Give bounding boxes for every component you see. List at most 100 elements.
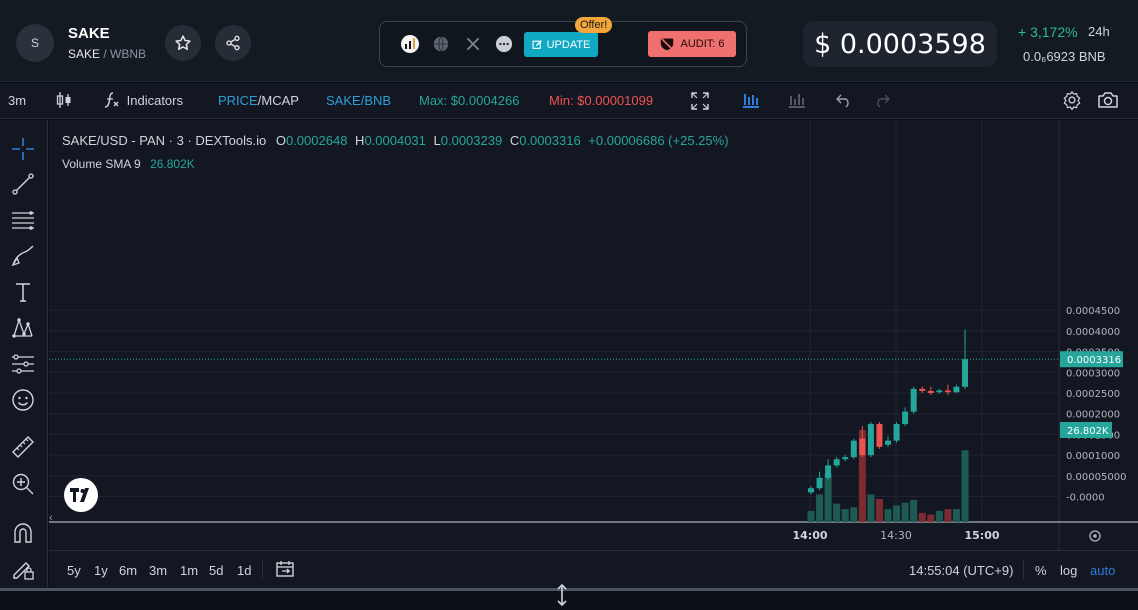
share-icon (226, 35, 240, 51)
x-twitter-icon[interactable] (463, 34, 483, 54)
y-tick-label: 0.00005000 (1066, 472, 1126, 483)
volume-bar (961, 450, 969, 522)
mcap-label: MCAP (261, 93, 299, 108)
range-5d[interactable]: 5d (209, 563, 224, 578)
lock-drawings-icon[interactable] (10, 556, 36, 582)
clock-time[interactable]: 14:55:04 (UTC+9) (909, 563, 1014, 578)
token-name: SAKE (68, 25, 110, 42)
crosshair-icon[interactable] (10, 136, 36, 162)
candle-body (876, 424, 883, 447)
candle-body (808, 488, 814, 493)
candle-body (842, 457, 849, 460)
more-icon[interactable] (494, 34, 514, 54)
offer-badge: Offer! (575, 17, 613, 33)
candle-body (816, 477, 823, 489)
candle-body (944, 390, 951, 393)
go-to-date-icon[interactable] (275, 559, 295, 582)
range-1y[interactable]: 1y (94, 563, 108, 578)
scroll-left-icon[interactable]: ‹ (49, 512, 53, 524)
volume-bar (850, 507, 858, 522)
globe-icon[interactable] (431, 34, 451, 54)
camera-icon[interactable] (1097, 91, 1119, 112)
ruler-icon[interactable] (10, 434, 36, 460)
legend-change: +0.00006686 (+25.25%) (588, 133, 729, 148)
y-tick-label: 0.0004500 (1066, 306, 1120, 317)
auto-toggle[interactable]: auto (1090, 563, 1116, 578)
candlestick-chart[interactable]: 0.00045000.00040000.00035000.00030000.00… (49, 120, 1138, 550)
indicators-button[interactable]: Indicators (103, 91, 183, 109)
close-label: C (509, 133, 520, 148)
candle-body (833, 459, 840, 466)
range-1m[interactable]: 1m (180, 563, 199, 578)
chart-toolbar: 3m Indicators PRICE/MCAP SAKE/BNB Max: $… (0, 83, 1138, 119)
y-tick-label: 0.0002000 (1066, 410, 1120, 421)
resize-handle[interactable] (0, 584, 1138, 610)
price-mcap-toggle[interactable]: PRICE/MCAP (218, 93, 299, 108)
tradingview-logo[interactable] (64, 478, 98, 512)
magnet-icon[interactable] (10, 520, 36, 546)
chart-pane[interactable]: SAKE/USD - PAN · 3 · DEXTools.io O0.0002… (49, 120, 1138, 550)
range-5y[interactable]: 5y (67, 563, 81, 578)
axis-settings-icon[interactable] (1089, 530, 1101, 542)
volume-bar (935, 510, 943, 522)
token-header: S SAKE SAKE / WBNB UPDATE Offer! AUDIT: … (0, 0, 1138, 82)
percent-toggle[interactable]: % (1035, 563, 1047, 578)
favorite-button[interactable] (165, 25, 201, 61)
update-label: UPDATE (546, 38, 591, 51)
volume-bar (901, 502, 909, 522)
settings-gear-icon[interactable] (1062, 90, 1082, 113)
candle-body (936, 390, 943, 393)
fullscreen-icon[interactable] (691, 92, 709, 113)
chart-bars-alt-icon[interactable] (788, 92, 806, 111)
chart-bars-icon[interactable] (742, 92, 760, 111)
token-avatar: S (16, 24, 54, 62)
volume-bar (944, 509, 952, 522)
low-label: L (433, 133, 441, 148)
horizontal-lines-icon[interactable] (10, 207, 36, 233)
price-label: PRICE (218, 93, 258, 108)
candle-body (910, 388, 917, 412)
volume-legend: Volume SMA 9 26.802K (62, 157, 195, 171)
y-tick-label: 0.0004000 (1066, 327, 1120, 338)
undo-icon[interactable] (835, 92, 853, 111)
redo-icon[interactable] (873, 92, 891, 111)
volume-bar (875, 499, 883, 522)
low-value: 0.0003239 (440, 133, 503, 148)
volume-sma-label: 26.802K (1067, 426, 1109, 437)
shield-warning-icon (661, 38, 674, 51)
interval-selector[interactable]: 3m (8, 93, 27, 108)
current-price-label: 0.0003316 (1067, 355, 1121, 366)
y-tick-label: 0.0002500 (1066, 389, 1120, 400)
candle-body (953, 386, 960, 393)
range-1d[interactable]: 1d (237, 563, 252, 578)
brush-icon[interactable] (10, 243, 36, 269)
candle-style-icon[interactable] (56, 91, 72, 112)
forecast-icon[interactable] (10, 351, 36, 377)
y-tick-label: 0.0003000 (1066, 368, 1120, 379)
update-button[interactable]: UPDATE (524, 32, 598, 57)
volume-bar (893, 505, 901, 522)
edit-icon (532, 40, 542, 49)
indicators-label: Indicators (126, 92, 183, 108)
chart-logo-icon[interactable] (400, 34, 420, 54)
zoom-in-icon[interactable] (10, 471, 36, 497)
range-bar: 5y 1y 6m 3m 1m 5d 1d 14:55:04 (UTC+9) % … (49, 550, 1138, 588)
ohlc-legend: SAKE/USD - PAN · 3 · DEXTools.io O0.0002… (62, 133, 729, 148)
range-6m[interactable]: 6m (119, 563, 138, 578)
volume-bar (816, 494, 824, 522)
trendline-icon[interactable] (10, 171, 36, 197)
star-icon (175, 35, 191, 50)
min-price: Min: $0.00001099 (549, 93, 654, 108)
candle-body (867, 424, 874, 456)
range-3m[interactable]: 3m (149, 563, 168, 578)
max-price: Max: $0.0004266 (419, 93, 520, 108)
text-tool-icon[interactable] (10, 279, 36, 305)
emoji-icon[interactable] (10, 387, 36, 413)
pattern-icon[interactable] (10, 315, 36, 341)
share-button[interactable] (215, 25, 251, 61)
x-tick-label: 14:00 (792, 529, 827, 542)
audit-button[interactable]: AUDIT: 6 (648, 31, 736, 57)
log-toggle[interactable]: log (1060, 563, 1078, 578)
pair-toggle[interactable]: SAKE/BNB (326, 93, 392, 108)
pair-bnb-label: BNB (364, 93, 392, 108)
